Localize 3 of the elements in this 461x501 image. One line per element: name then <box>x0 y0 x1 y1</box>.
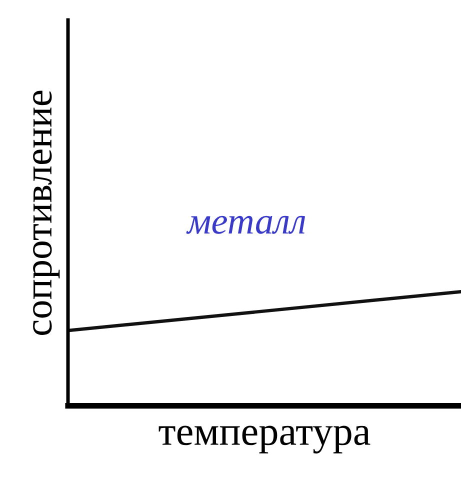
x-axis-title: температура <box>158 426 370 454</box>
y-axis-title: сопротивление <box>33 90 60 335</box>
text: металл <box>186 216 306 234</box>
